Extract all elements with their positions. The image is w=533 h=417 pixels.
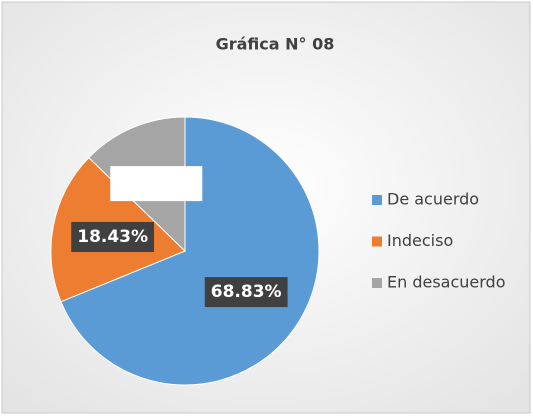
data-label: 68.83% <box>211 282 282 302</box>
legend-label: De acuerdo <box>387 190 479 209</box>
data-label-box <box>71 221 155 252</box>
legend-label: Indeciso <box>387 231 453 250</box>
data-label: 18.43% <box>77 227 148 247</box>
label-cover <box>110 166 203 202</box>
legend-swatch <box>372 236 382 247</box>
legend-label: En desacuerdo <box>387 273 506 292</box>
legend-swatch <box>372 195 382 205</box>
legend-swatch <box>372 278 382 288</box>
data-label-box <box>204 277 288 308</box>
chart-title: Gráfica N° 08 <box>216 35 335 54</box>
pie-slice <box>60 116 320 386</box>
